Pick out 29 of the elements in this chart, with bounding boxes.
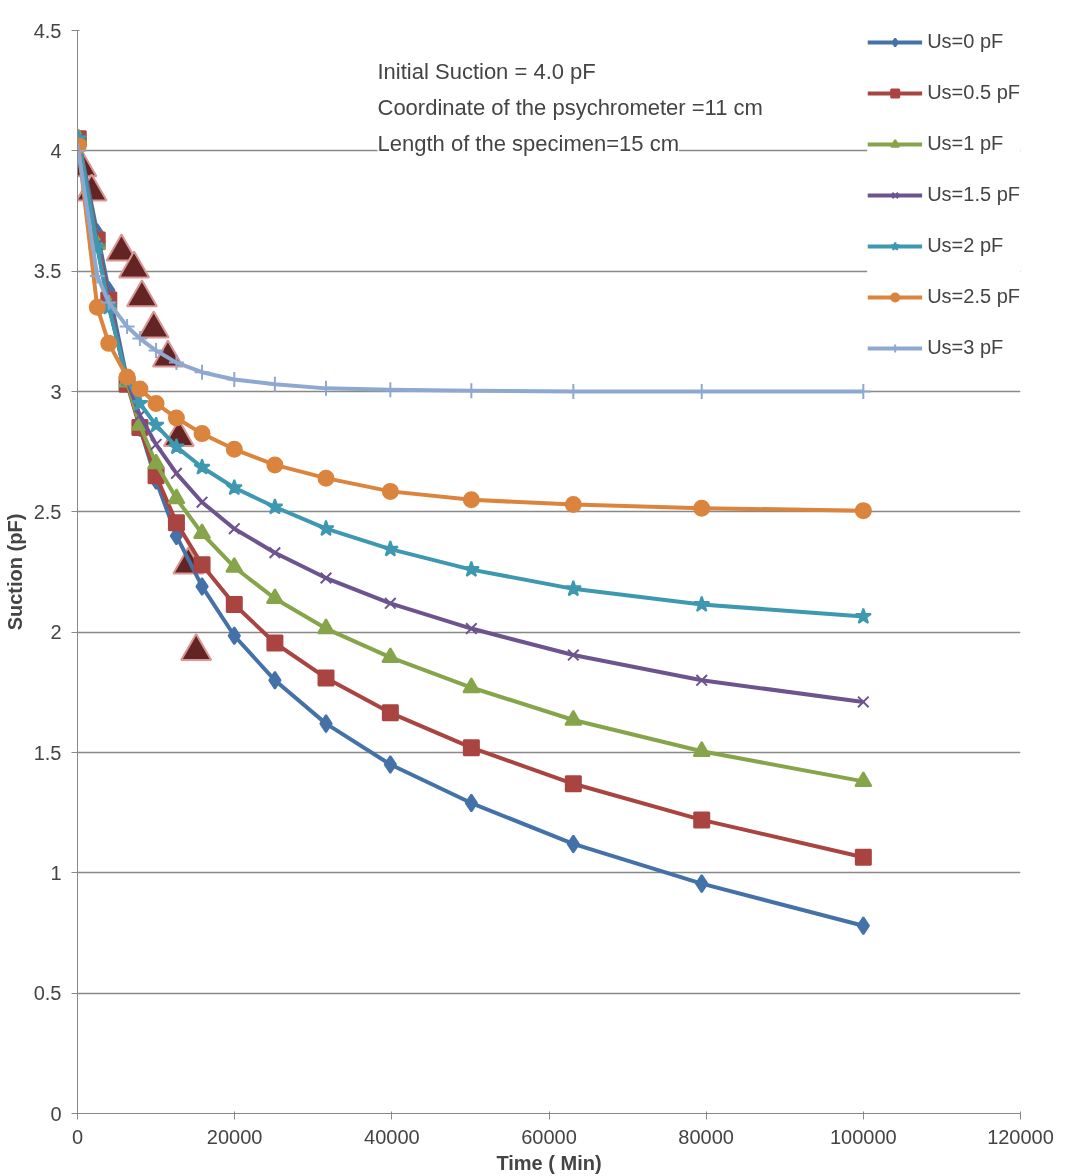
legend-label: Us=1.5 pF xyxy=(927,183,1020,206)
legend-label: Us=0.5 pF xyxy=(927,81,1020,104)
y-tick-label: 2 xyxy=(50,621,62,644)
y-tick-label: 1 xyxy=(50,861,62,884)
legend-label: Us=1 pF xyxy=(927,132,1004,155)
annotation: Coordinate of the psychrometer =11 cm xyxy=(377,94,763,120)
x-tick-label: 0 xyxy=(71,1125,84,1148)
y-tick-label: 4 xyxy=(50,139,62,162)
y-tick-label: 1.5 xyxy=(33,741,62,764)
y-tick-label: 0 xyxy=(50,1102,62,1125)
y-tick-label: 3 xyxy=(50,380,62,403)
legend-label: Us=2 pF xyxy=(927,234,1004,257)
x-tick-label: 20000 xyxy=(206,1125,263,1148)
legend-label: Us=2.5 pF xyxy=(927,285,1020,308)
x-tick-label: 40000 xyxy=(364,1125,420,1148)
y-tick-label: 0.5 xyxy=(33,982,62,1005)
y-tick-label: 3.5 xyxy=(33,260,62,283)
x-axis-title: Time ( Min) xyxy=(496,1151,602,1174)
x-tick-label: 120000 xyxy=(987,1125,1054,1148)
legend-label: Us=0 pF xyxy=(927,30,1004,53)
x-tick-label: 60000 xyxy=(521,1125,577,1148)
y-tick-label: 4.5 xyxy=(33,19,62,42)
annotation: Length of the specimen=15 cm xyxy=(377,130,679,156)
y-tick-label: 2.5 xyxy=(33,500,62,523)
y-axis-title: Suction (pF) xyxy=(3,513,26,631)
legend-label: Us=3 pF xyxy=(927,336,1004,359)
x-tick-label: 100000 xyxy=(829,1125,897,1148)
x-tick-label: 80000 xyxy=(678,1125,734,1148)
annotation: Initial Suction = 4.0 pF xyxy=(377,58,596,84)
